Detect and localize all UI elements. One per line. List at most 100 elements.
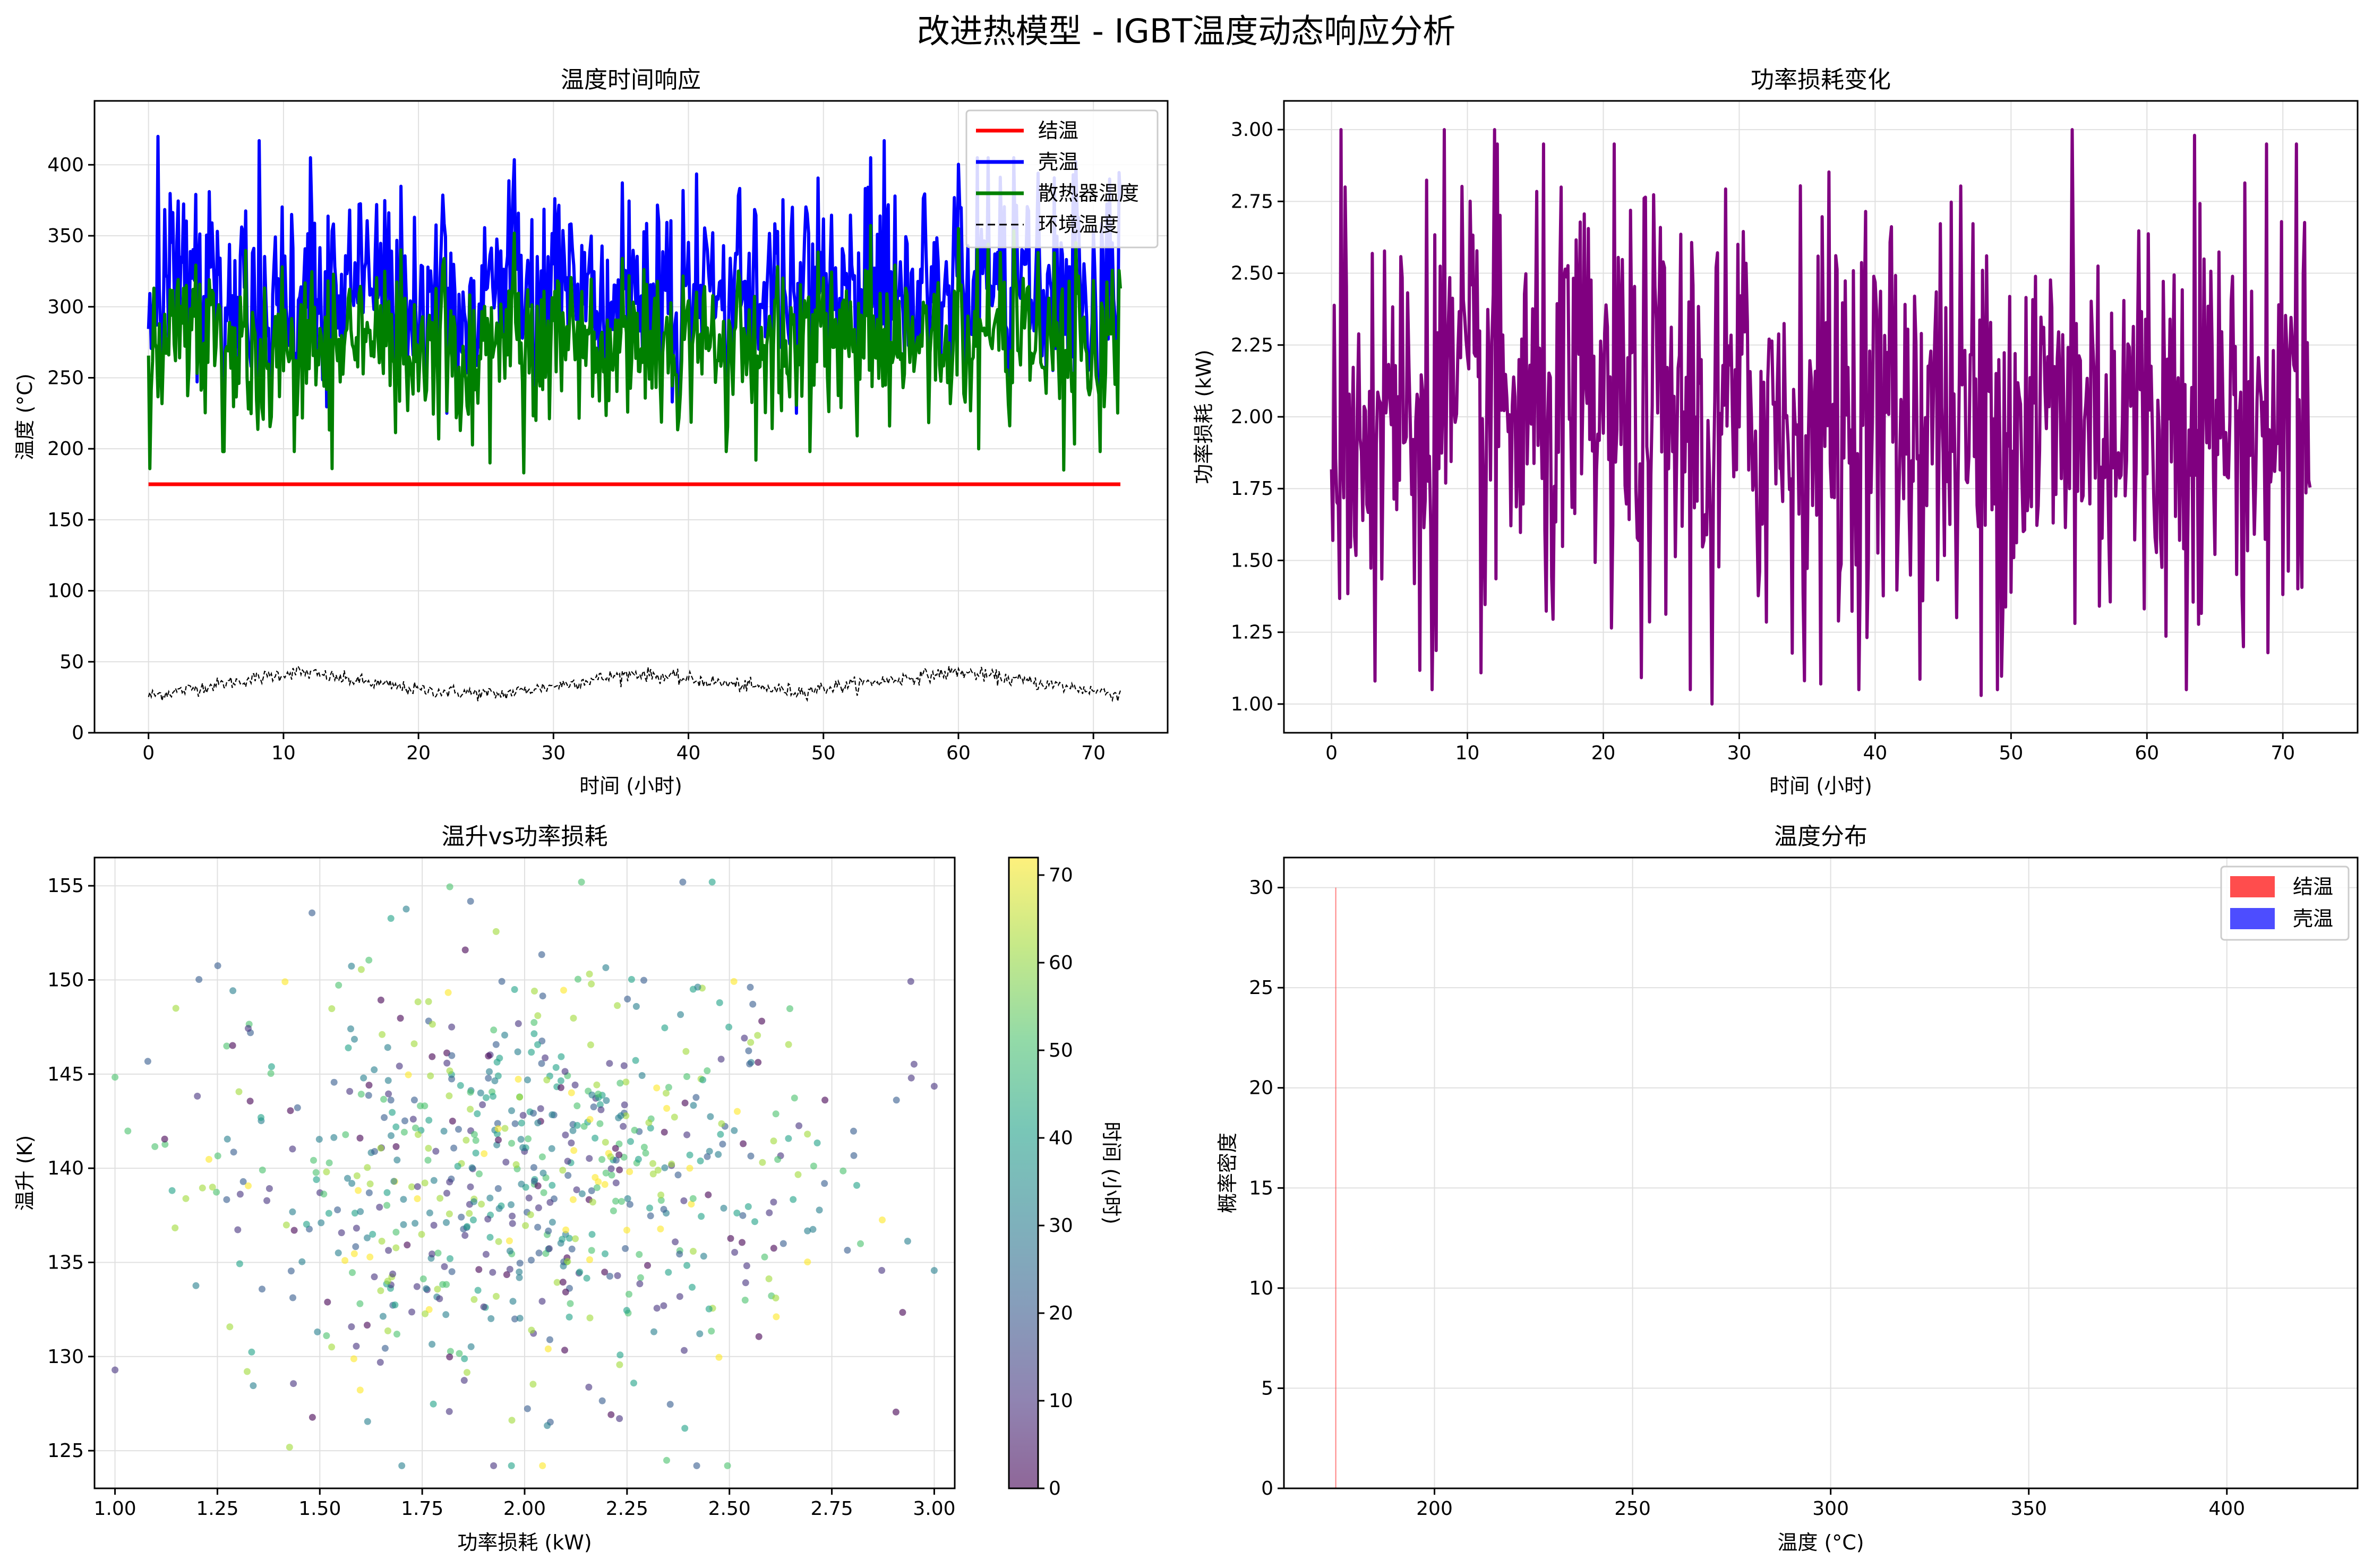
scatter-point <box>879 1216 886 1223</box>
scatter-point <box>612 1145 619 1152</box>
scatter-point <box>755 1059 762 1066</box>
scatter-point <box>511 986 518 993</box>
scatter-point <box>161 1141 169 1148</box>
scatter-point <box>686 1164 693 1172</box>
scatter-point <box>325 1159 333 1167</box>
scatter-point <box>490 1026 498 1034</box>
y-tick-label: 135 <box>47 1252 84 1273</box>
scatter-point <box>425 998 432 1005</box>
scatter-point <box>379 1313 387 1320</box>
scatter-point <box>544 1422 551 1429</box>
scatter-point <box>530 1164 537 1171</box>
x-tick-label: 50 <box>1999 742 2023 764</box>
scatter-point <box>366 1253 374 1261</box>
scatter-point <box>620 1123 627 1130</box>
scatter-point <box>567 1300 574 1307</box>
scatter-point <box>209 1184 216 1191</box>
scatter-point <box>707 1113 714 1120</box>
scatter-point <box>758 1017 766 1025</box>
scatter-point <box>930 1267 938 1274</box>
scatter-point <box>446 1408 453 1415</box>
scatter-point <box>515 1076 522 1083</box>
scatter-point <box>576 1269 584 1276</box>
scatter-point <box>414 1183 421 1190</box>
scatter-point <box>250 1382 257 1390</box>
legend-label-case: 壳温 <box>1038 150 1078 174</box>
scatter-point <box>506 1265 513 1273</box>
scatter-point <box>566 1235 573 1242</box>
scatter-point <box>259 1286 265 1293</box>
scatter-point <box>530 1030 538 1038</box>
scatter-point <box>704 1153 711 1160</box>
scatter-point <box>603 1097 610 1104</box>
scatter-point <box>606 1273 613 1280</box>
scatter-point <box>493 1130 501 1137</box>
scatter-point <box>839 1167 847 1175</box>
scatter-point <box>683 1131 691 1138</box>
scatter-point <box>464 1223 471 1230</box>
y-tick-label: 0 <box>72 722 84 744</box>
scatter-point <box>745 1047 752 1055</box>
scatter-point <box>747 983 754 991</box>
scatter-point <box>369 1231 376 1238</box>
scatter-point <box>429 1053 436 1060</box>
scatter-point <box>626 1201 633 1208</box>
scatter-point <box>528 1049 535 1056</box>
scatter-point <box>195 976 203 983</box>
scatter-point <box>630 1380 637 1387</box>
scatter-point <box>474 1287 482 1294</box>
scatter-point <box>481 1150 488 1158</box>
scatter-point <box>557 1084 564 1091</box>
scatter-point <box>512 1161 520 1168</box>
scatter-point <box>571 1081 579 1089</box>
scatter-point <box>653 1305 661 1312</box>
scatter-point <box>413 1283 421 1290</box>
scatter-point <box>344 1175 351 1182</box>
scatter-point <box>443 1189 450 1197</box>
scatter-point <box>494 1185 502 1192</box>
scatter-point <box>365 1189 373 1196</box>
scatter-point <box>516 1274 523 1281</box>
scatter-point <box>693 1462 700 1469</box>
scatter-point <box>622 1245 629 1252</box>
scatter-point <box>654 1167 662 1174</box>
scatter-point <box>804 1130 811 1138</box>
x-tick-label: 3.00 <box>913 1498 955 1520</box>
scatter-point <box>770 1245 777 1252</box>
scatter-point <box>491 1077 499 1084</box>
scatter-point <box>309 1413 316 1421</box>
scatter-point <box>467 1106 474 1113</box>
y-tick-label: 250 <box>47 367 84 389</box>
scatter-point <box>364 1164 371 1171</box>
scatter-point <box>248 1348 255 1356</box>
scatter-point <box>258 1114 264 1121</box>
scatter-point <box>506 1247 513 1255</box>
scatter-point <box>492 928 500 935</box>
scatter-point <box>614 1272 621 1279</box>
y-tick-label: 25 <box>1249 977 1273 999</box>
scatter-point <box>112 1366 119 1374</box>
scatter-point <box>661 1128 668 1136</box>
scatter-point <box>323 1332 330 1339</box>
scatter-point <box>744 1203 752 1210</box>
scatter-point <box>679 878 687 886</box>
scatter-point <box>484 1215 492 1223</box>
colorbar-tick-label: 10 <box>1049 1390 1073 1412</box>
scatter-point <box>454 1162 461 1170</box>
scatter-point <box>325 1210 332 1217</box>
scatter-point <box>804 1258 811 1266</box>
scatter-point <box>516 1259 524 1267</box>
y-tick-label: 0 <box>1261 1478 1273 1500</box>
scatter-point <box>436 1195 444 1202</box>
panel-title: 温度时间响应 <box>561 66 701 93</box>
scatter-point <box>446 1092 453 1100</box>
scatter-point <box>668 1160 675 1168</box>
scatter-point <box>587 1041 594 1049</box>
scatter-point <box>588 1187 595 1194</box>
scatter-point <box>892 1408 899 1416</box>
colorbar-tick-label: 20 <box>1049 1303 1073 1324</box>
scatter-point <box>761 1253 768 1261</box>
scatter-point <box>408 1183 415 1190</box>
scatter-point <box>562 1226 570 1233</box>
scatter-point <box>320 1190 328 1198</box>
